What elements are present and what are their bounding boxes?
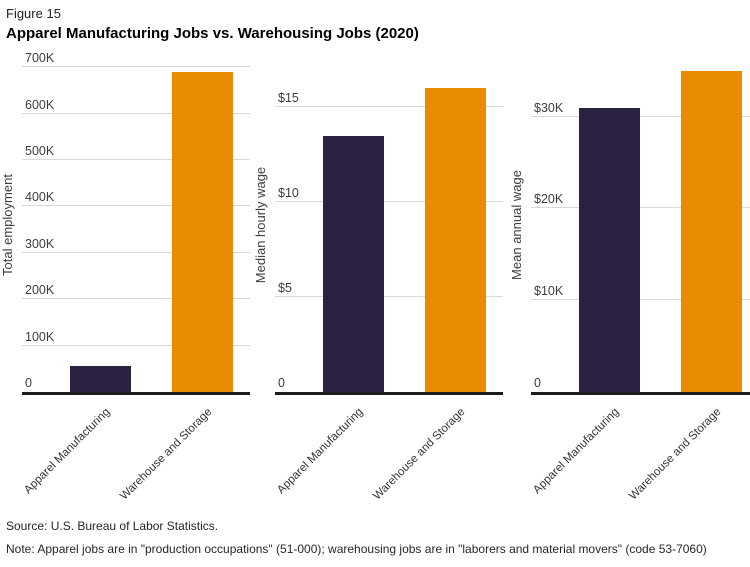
y-tick-label: $20K xyxy=(534,192,564,207)
y-tick-label: $15 xyxy=(278,91,299,106)
gridline xyxy=(22,159,250,161)
x-axis-line xyxy=(22,392,250,395)
y-tick-label: 500K xyxy=(25,144,55,159)
y-tick-label: 0 xyxy=(25,376,32,390)
y-axis-title: Mean annual wage xyxy=(509,170,524,280)
source-note: Source: U.S. Bureau of Labor Statistics. xyxy=(6,519,219,533)
figure-label: Figure 15 xyxy=(6,6,61,21)
y-tick-label: $5 xyxy=(278,281,292,296)
figure-title: Apparel Manufacturing Jobs vs. Warehousi… xyxy=(6,25,419,42)
bar-apparel-manufacturing xyxy=(579,107,640,392)
y-tick-label: $30K xyxy=(534,100,564,115)
y-tick-label: 200K xyxy=(25,283,55,298)
gridline xyxy=(531,115,750,117)
y-tick-label: 600K xyxy=(25,97,55,112)
data-note: Note: Apparel jobs are in "production oc… xyxy=(6,542,707,556)
y-tick-label: $10 xyxy=(278,186,299,201)
gridline xyxy=(275,201,503,203)
y-tick-label: 400K xyxy=(25,190,55,205)
panel-median-hourly-wage: Median hourly wage 0 $5 $10 $15 Apparel Manuf… xyxy=(0,55,750,517)
bar-warehouse-and-storage xyxy=(681,70,742,392)
category-label: Warehouse and Storage xyxy=(626,406,723,503)
gridline xyxy=(275,106,503,108)
category-label: Apparel Manufacturing xyxy=(530,406,621,497)
charts-row: Total employment 0 100K 200K 300K 400K 500K 600… xyxy=(0,51,750,517)
gridline xyxy=(22,251,250,253)
gridline xyxy=(22,298,250,300)
x-axis-line xyxy=(275,392,503,395)
figure-header: Figure 15 Apparel Manufacturing Jobs vs.… xyxy=(6,6,419,42)
gridline xyxy=(22,205,250,207)
y-tick-label: 0 xyxy=(534,376,541,390)
figure-footer: Source: U.S. Bureau of Labor Statistics.… xyxy=(6,519,707,565)
panel-mean-annual-wage: Mean annual wage 0 $10K $20K $30K Apparel Man… xyxy=(0,55,750,517)
gridline xyxy=(22,344,250,346)
gridline xyxy=(531,299,750,301)
bar-warehouse-and-storage xyxy=(172,71,233,392)
y-tick-label: 0 xyxy=(278,376,285,390)
panel-total-employment: Total employment 0 100K 200K 300K 400K 500K 600… xyxy=(0,51,750,517)
bar-warehouse-and-storage xyxy=(425,88,486,392)
bar-apparel-manufacturing xyxy=(323,135,384,392)
x-axis-line xyxy=(531,392,750,395)
y-tick-label: $10K xyxy=(534,284,564,299)
bar-apparel-manufacturing xyxy=(70,366,131,392)
y-tick-label: 700K xyxy=(25,51,55,66)
gridline xyxy=(22,66,250,68)
gridline xyxy=(531,207,750,209)
gridline xyxy=(275,296,503,298)
y-tick-label: 100K xyxy=(25,329,55,344)
gridline xyxy=(22,112,250,114)
y-tick-label: 300K xyxy=(25,236,55,251)
